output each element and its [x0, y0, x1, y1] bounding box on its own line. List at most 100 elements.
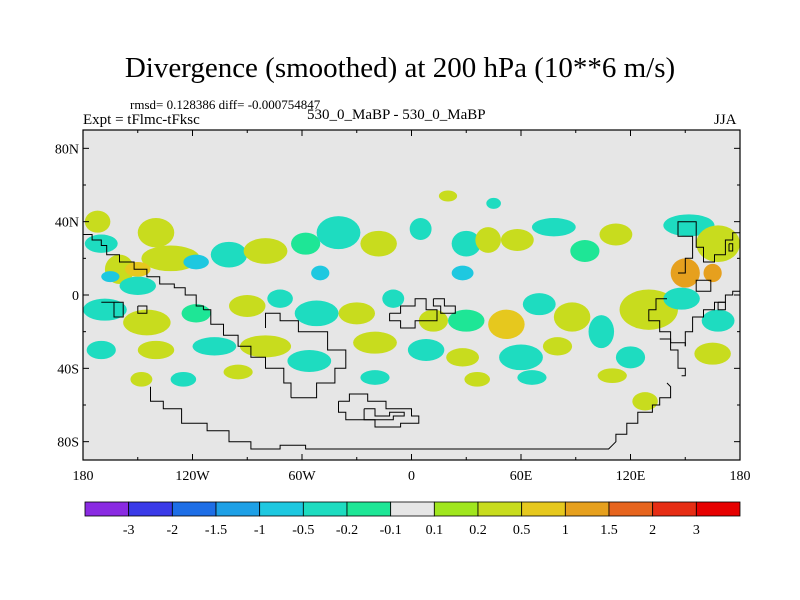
- y-tick-label: 40S: [57, 362, 79, 377]
- colorbar-label: 1: [562, 523, 569, 538]
- colorbar-swatch: [521, 501, 566, 517]
- colorbar-swatch: [84, 501, 130, 517]
- colorbar-label: 2: [649, 523, 656, 538]
- y-tick-label: 0: [72, 289, 79, 304]
- colorbar-label: -1.5: [205, 523, 227, 538]
- field-blob: [409, 218, 432, 240]
- coastlines: [83, 221, 740, 450]
- field-blob: [287, 350, 332, 372]
- coastline-segment: [677, 221, 740, 274]
- x-tick-label: 180: [730, 469, 751, 484]
- field-blob: [137, 218, 175, 248]
- field-blob: [311, 265, 330, 281]
- field-blob: [522, 293, 556, 316]
- field-blob: [499, 344, 543, 371]
- coastline-segment: [659, 338, 686, 377]
- coastline-segment: [389, 298, 438, 329]
- divergence-field: [83, 190, 740, 411]
- field-blob: [353, 331, 397, 354]
- field-blob: [170, 372, 197, 387]
- field-blob: [223, 364, 253, 380]
- colorbar-swatch: [433, 501, 479, 517]
- field-blob: [451, 230, 481, 257]
- field-blob: [192, 337, 237, 356]
- field-blob: [597, 368, 627, 383]
- field-blob: [239, 335, 292, 358]
- coastline-segment: [203, 309, 292, 398]
- coastline-segment: [717, 301, 726, 311]
- coastline-segment: [728, 243, 734, 252]
- colorbar-swatch: [608, 501, 654, 517]
- colorbar-label: -0.5: [292, 523, 314, 538]
- x-tick-label: 180: [73, 469, 94, 484]
- y-tick-label: 40N: [55, 216, 79, 231]
- field-blob: [229, 295, 266, 317]
- field-blob: [570, 240, 600, 262]
- field-blob: [488, 309, 525, 340]
- colorbar-swatch: [171, 501, 217, 517]
- colorbar-swatch: [346, 501, 392, 517]
- colorbar-label: -2: [166, 523, 178, 538]
- field-blob: [338, 302, 375, 325]
- field-blob: [407, 339, 445, 361]
- x-tick-label: 120W: [175, 469, 210, 484]
- field-blob: [360, 370, 390, 385]
- field-blob: [615, 346, 646, 369]
- colorbar-label: -0.2: [336, 523, 358, 538]
- field-blob: [464, 372, 490, 387]
- field-blob: [694, 342, 731, 365]
- coastline-segment: [265, 312, 347, 399]
- field-blob: [486, 197, 501, 209]
- field-blob: [294, 300, 339, 327]
- field-blob: [663, 287, 700, 310]
- field-blob: [531, 218, 576, 237]
- colorbar-label: -1: [254, 523, 266, 538]
- colorbar-label: 0.5: [513, 523, 531, 538]
- field-blob: [181, 304, 211, 323]
- field-blob: [696, 225, 740, 262]
- field-blob: [86, 340, 116, 360]
- colorbar-swatch: [259, 501, 304, 517]
- field-blob: [663, 214, 715, 237]
- field-blob: [446, 348, 480, 367]
- colorbar: -3 -2 -1.5 -1 -0.5 -0.2 -0.1 0.1 0.2 0.5 1 1.5 2 3: [84, 501, 741, 538]
- field-blob: [438, 190, 458, 202]
- field-blob: [553, 302, 591, 332]
- chart-title: Divergence (smoothed) at 200 hPa (10**6 …: [124, 52, 676, 84]
- field-blob: [360, 230, 397, 257]
- coastline-segment: [648, 298, 686, 347]
- coastline-segment: [338, 393, 420, 428]
- field-blob: [500, 229, 534, 251]
- colorbar-label: 1.5: [600, 523, 618, 538]
- field-blob: [451, 265, 474, 281]
- x-tick-label: 60W: [288, 469, 316, 484]
- comparison-label: 530_0_MaBP - 530_0_MaBP: [307, 107, 486, 123]
- coastline-segment: [363, 408, 405, 421]
- y-tick-label: 80N: [55, 142, 79, 157]
- field-blob: [101, 271, 120, 283]
- axis-ticks: 180 120W 60W 0 60E 120E 180 80N 40N 0 40S 80S: [55, 130, 751, 484]
- colorbar-label: 3: [693, 523, 700, 538]
- colorbar-label: -3: [123, 523, 135, 538]
- field-blob: [210, 241, 248, 268]
- field-blob: [701, 309, 735, 332]
- field-blob: [137, 340, 175, 360]
- coastline-segment: [83, 234, 204, 310]
- colorbar-swatch: [390, 501, 435, 517]
- field-blob: [542, 337, 573, 356]
- field-blob: [588, 315, 615, 349]
- coastline-segment: [137, 305, 148, 314]
- colorbar-label: 0.2: [469, 523, 487, 538]
- colorbar-label: -0.1: [380, 523, 402, 538]
- field-blob: [703, 263, 722, 283]
- field-blob: [183, 254, 209, 270]
- colorbar-swatch: [695, 501, 741, 517]
- field-blob: [291, 232, 321, 255]
- field-blob: [316, 216, 361, 250]
- coastline-segment: [695, 279, 712, 292]
- colorbar-swatch: [128, 501, 173, 517]
- x-tick-label: 0: [408, 469, 415, 484]
- field-blob: [267, 289, 293, 308]
- field-blob: [83, 298, 127, 321]
